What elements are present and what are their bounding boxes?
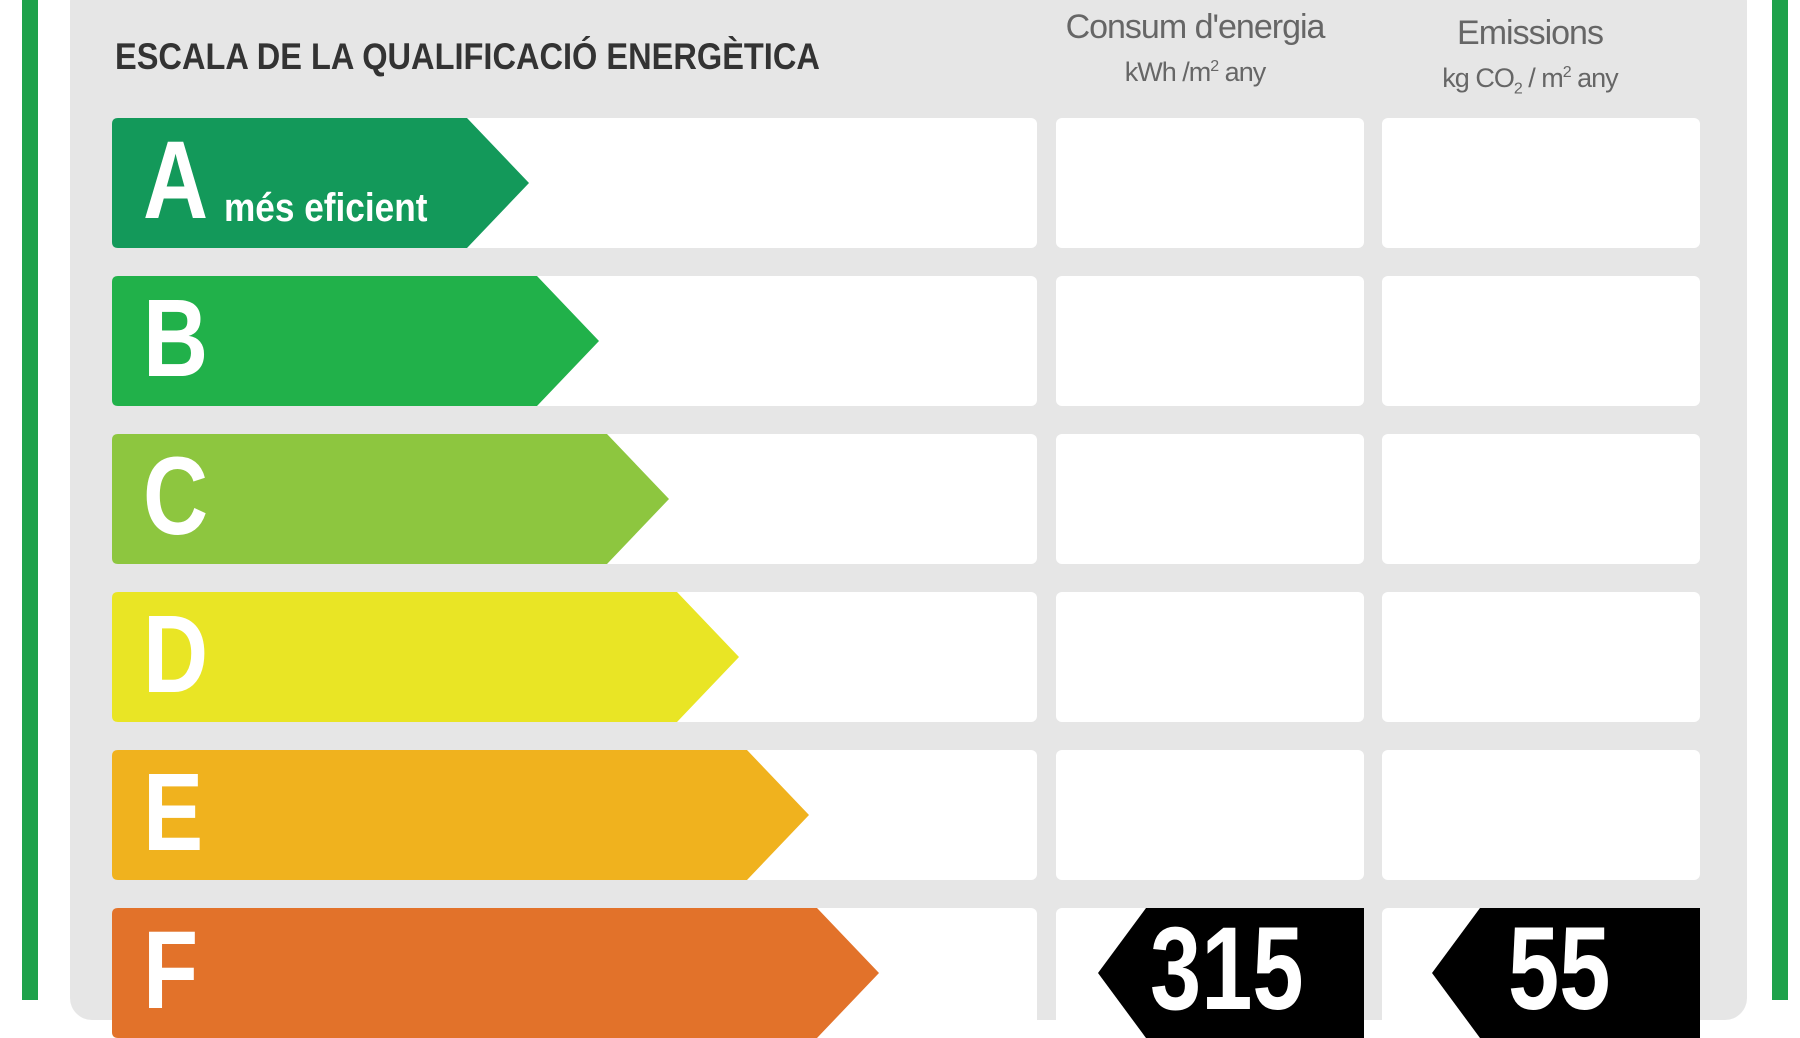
row-b-energy-cell	[1056, 276, 1364, 406]
class-a-arrow	[112, 118, 529, 248]
row-e-emis-cell	[1382, 750, 1700, 880]
row-a-energy-cell	[1056, 118, 1364, 248]
class-a-subtitle: més eficient	[224, 186, 428, 230]
row-c-emis-cell	[1382, 434, 1700, 564]
class-e-arrow	[112, 750, 809, 880]
class-e-letter: E	[143, 751, 204, 874]
emissions-column-unit: kg CO2 / m2 any	[1442, 63, 1618, 98]
frame-left-border	[22, 0, 38, 1000]
class-row-b: B	[0, 276, 1800, 406]
class-d-arrow	[112, 592, 739, 722]
row-d-energy-cell	[1056, 592, 1364, 722]
row-c-energy-cell	[1056, 434, 1364, 564]
class-f-letter: F	[143, 909, 199, 1032]
class-row-c: C	[0, 434, 1800, 564]
energy-column-label: Consum d'energia	[1065, 8, 1326, 46]
class-row-d: D	[0, 592, 1800, 722]
row-a-emis-cell	[1382, 118, 1700, 248]
emissions-column-label: Emissions	[1457, 14, 1604, 52]
frame-right-border	[1772, 0, 1788, 1000]
class-b-letter: B	[143, 277, 209, 400]
class-c-letter: C	[143, 435, 209, 558]
class-row-e: E	[0, 750, 1800, 880]
class-b-arrow	[112, 276, 599, 406]
class-row-f: F 315 55	[0, 908, 1800, 1038]
class-d-letter: D	[143, 593, 209, 716]
scale-title: ESCALA DE LA QUALIFICACIÓ ENERGÈTICA	[115, 36, 820, 77]
emissions-value-tag-text: 55	[1508, 903, 1611, 1035]
emissions-column-header: Emissions kg CO2 / m2 any	[1380, 14, 1680, 98]
energy-column-header: Consum d'energia kWh /m2 any	[1055, 8, 1335, 88]
row-b-emis-cell	[1382, 276, 1700, 406]
row-d-emis-cell	[1382, 592, 1700, 722]
row-e-energy-cell	[1056, 750, 1364, 880]
class-f-arrow	[112, 908, 879, 1038]
class-a-letter: A	[143, 119, 209, 242]
energy-value-tag-text: 315	[1150, 903, 1304, 1035]
class-c-arrow	[112, 434, 669, 564]
energy-column-unit: kWh /m2 any	[1124, 57, 1266, 87]
